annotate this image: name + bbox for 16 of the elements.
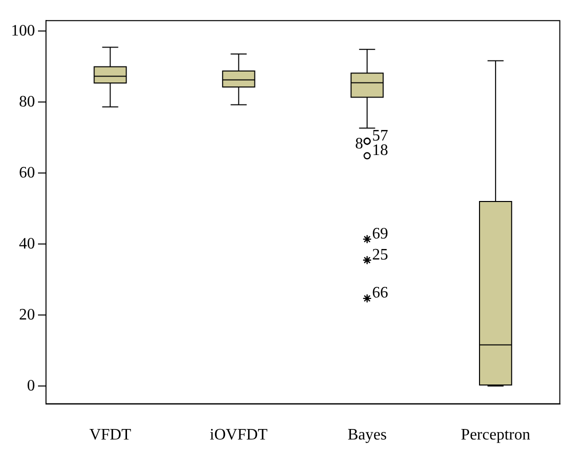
y-tick-label: 60 bbox=[19, 164, 35, 182]
y-tick-label: 80 bbox=[19, 93, 35, 110]
y-tick-label: 100 bbox=[11, 22, 35, 40]
annotation: 18 bbox=[372, 142, 388, 159]
x-tick-label: Perceptron bbox=[460, 426, 530, 444]
y-tick-label: 0 bbox=[27, 377, 35, 394]
x-tick-label: Bayes bbox=[348, 426, 387, 444]
annotation: 69 bbox=[372, 225, 388, 242]
annotation: 8 bbox=[355, 135, 364, 152]
x-tick-label: VFDT bbox=[89, 426, 132, 444]
annotation: 25 bbox=[372, 246, 388, 264]
y-tick-label: 20 bbox=[19, 306, 35, 324]
annotation: 57 bbox=[372, 127, 388, 144]
y-tick-label: 40 bbox=[19, 235, 35, 252]
annotation: 66 bbox=[372, 284, 388, 302]
x-tick-label: iOVFDT bbox=[210, 426, 268, 444]
